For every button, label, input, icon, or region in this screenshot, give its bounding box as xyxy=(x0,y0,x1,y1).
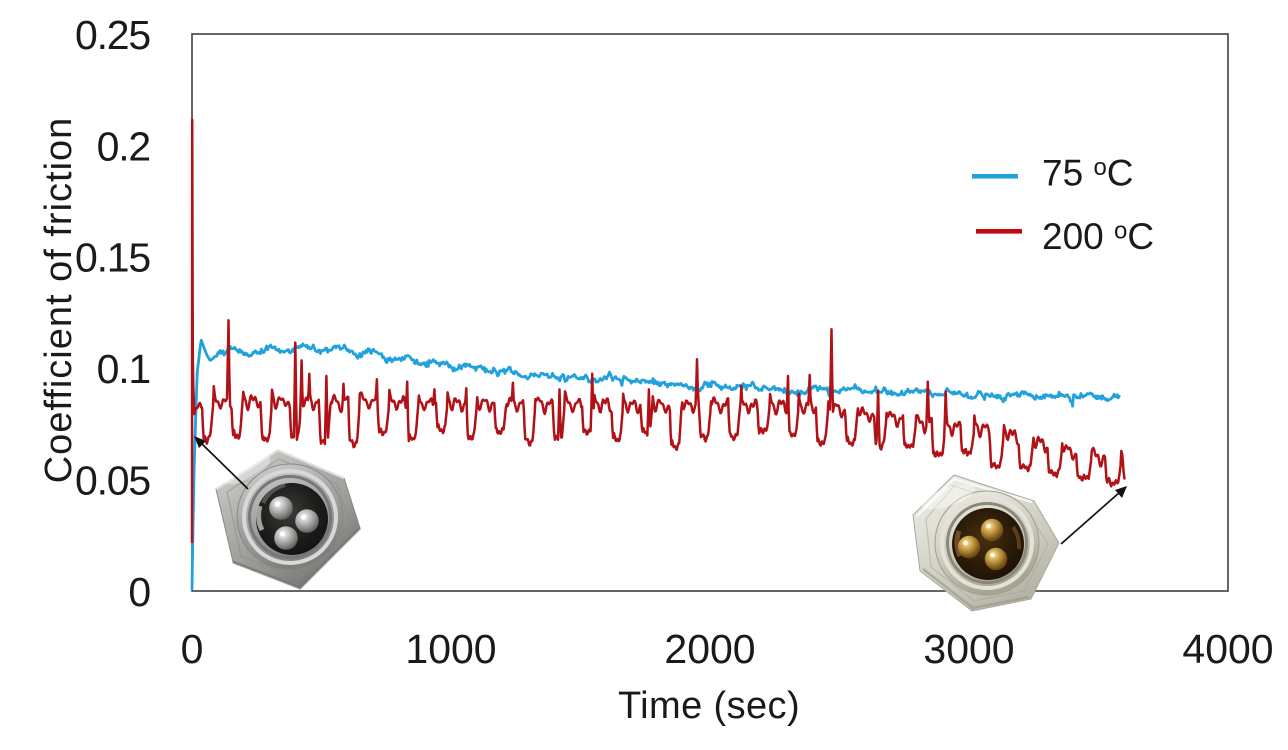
svg-text:Coefficient of friction: Coefficient of friction xyxy=(38,117,80,484)
svg-text:75 oC: 75 oC xyxy=(1042,153,1134,194)
svg-text:0.2: 0.2 xyxy=(97,123,150,169)
svg-text:4000: 4000 xyxy=(1182,626,1273,672)
svg-text:0: 0 xyxy=(181,626,204,672)
svg-text:0.25: 0.25 xyxy=(75,12,150,58)
svg-text:0.15: 0.15 xyxy=(75,235,150,281)
svg-text:Time (sec): Time (sec) xyxy=(618,685,800,727)
svg-text:0: 0 xyxy=(128,569,150,615)
svg-text:1000: 1000 xyxy=(405,626,496,672)
svg-text:0.05: 0.05 xyxy=(75,458,150,504)
svg-text:2000: 2000 xyxy=(664,626,755,672)
svg-text:200 oC: 200 oC xyxy=(1042,216,1154,257)
svg-text:0.1: 0.1 xyxy=(97,346,150,392)
svg-text:3000: 3000 xyxy=(923,626,1014,672)
